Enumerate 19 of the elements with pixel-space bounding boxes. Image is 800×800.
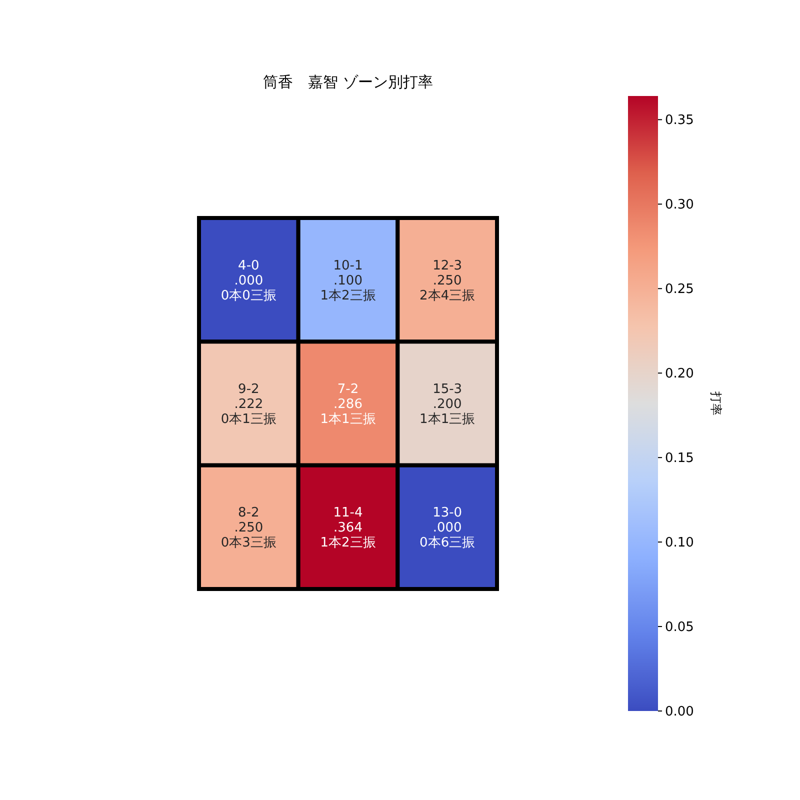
color-bar-label: 0.15: [665, 451, 694, 466]
data-label: 4-0 .000 0本0三振: [220, 258, 276, 304]
color-bar-title: 打率: [709, 390, 723, 416]
data-label: 7-2 .286 1本1三振: [320, 382, 376, 427]
data-label: 8-2 .250 0本3三振: [220, 506, 276, 551]
color-bar-label: 0.35: [665, 113, 694, 128]
data-label: 10-1 .100 1本2三振: [320, 258, 376, 304]
color-bar-label: 0.10: [665, 536, 694, 551]
color-bar-label: 0.20: [665, 366, 694, 382]
data-label: 13-0 .000 0本6三振: [420, 506, 476, 551]
color-bar-label: 0.25: [665, 282, 694, 298]
data-label: 11-4 .364 1本2三振: [320, 506, 376, 551]
chart-title: 筒香 嘉智 ゾーン別打率: [263, 73, 433, 91]
data-label: 15-3 .200 1本1三振: [420, 382, 476, 427]
color-bar-label: 0.05: [665, 620, 694, 636]
color-bar-label: 0.30: [665, 198, 694, 213]
data-label: 12-3 .250 2本4三振: [420, 258, 476, 304]
data-label: 9-2 .222 0本1三振: [220, 382, 276, 427]
color-bar-label: 0.00: [665, 704, 694, 720]
